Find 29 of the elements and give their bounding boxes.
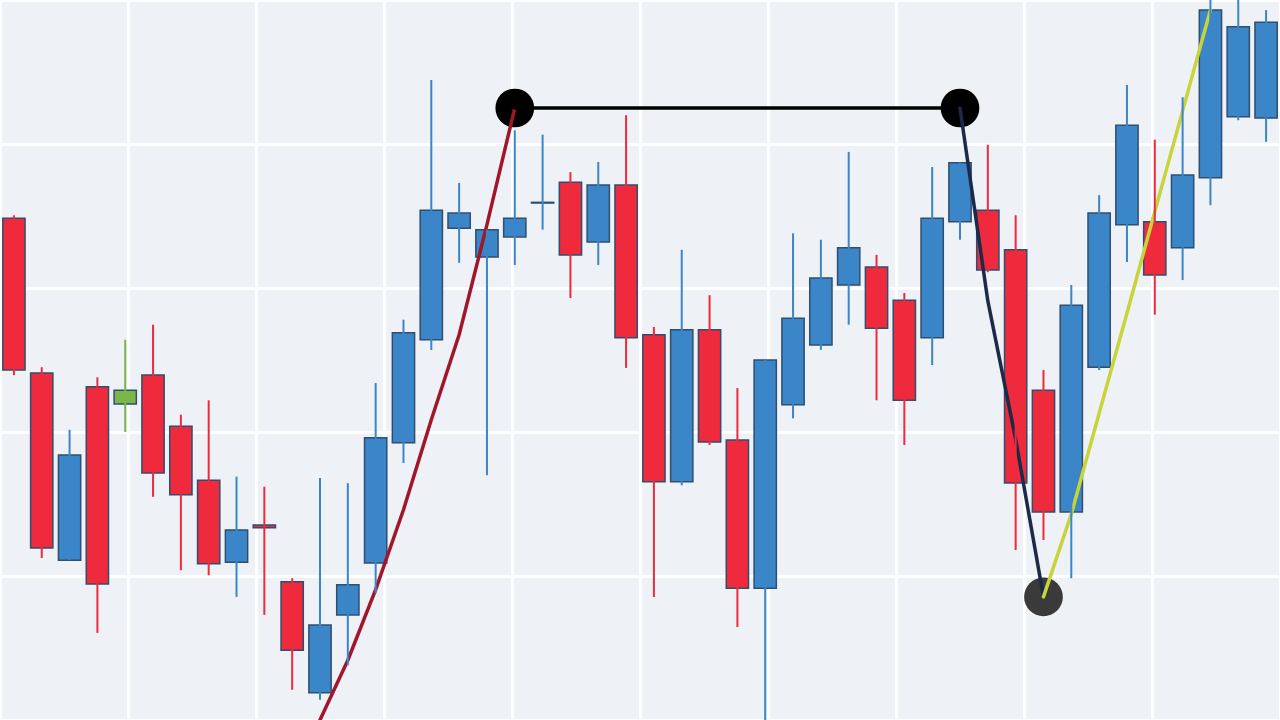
candlestick: [447, 181, 472, 264]
candlestick: [669, 248, 694, 487]
candlestick: [1115, 83, 1139, 264]
candlestick: [1059, 284, 1084, 580]
candlestick: [2, 214, 26, 377]
candlestick: [252, 485, 277, 616]
candlestick: [335, 482, 360, 667]
candlestick: [502, 129, 527, 266]
candlestick: [308, 477, 332, 701]
candlestick: [196, 399, 221, 577]
candlestick: [1087, 194, 1112, 372]
candlestick: [1226, 0, 1251, 122]
candlestick: [280, 577, 305, 691]
candlestick: [920, 166, 945, 367]
candlestick: [808, 238, 833, 351]
candlestick: [363, 382, 388, 595]
candlestick: [781, 232, 805, 420]
candlestick: [753, 359, 778, 720]
candlestick: [614, 114, 638, 369]
candlestick: [141, 323, 165, 498]
candlestick: [419, 78, 444, 351]
candlestick: [1254, 9, 1278, 143]
candlestick: [29, 366, 54, 559]
candlestick: [642, 325, 666, 598]
candlestick: [113, 338, 138, 433]
candlestick: [892, 292, 917, 446]
candlestick: [836, 150, 861, 326]
candlestick: [168, 413, 193, 572]
candlestick: [586, 161, 611, 266]
